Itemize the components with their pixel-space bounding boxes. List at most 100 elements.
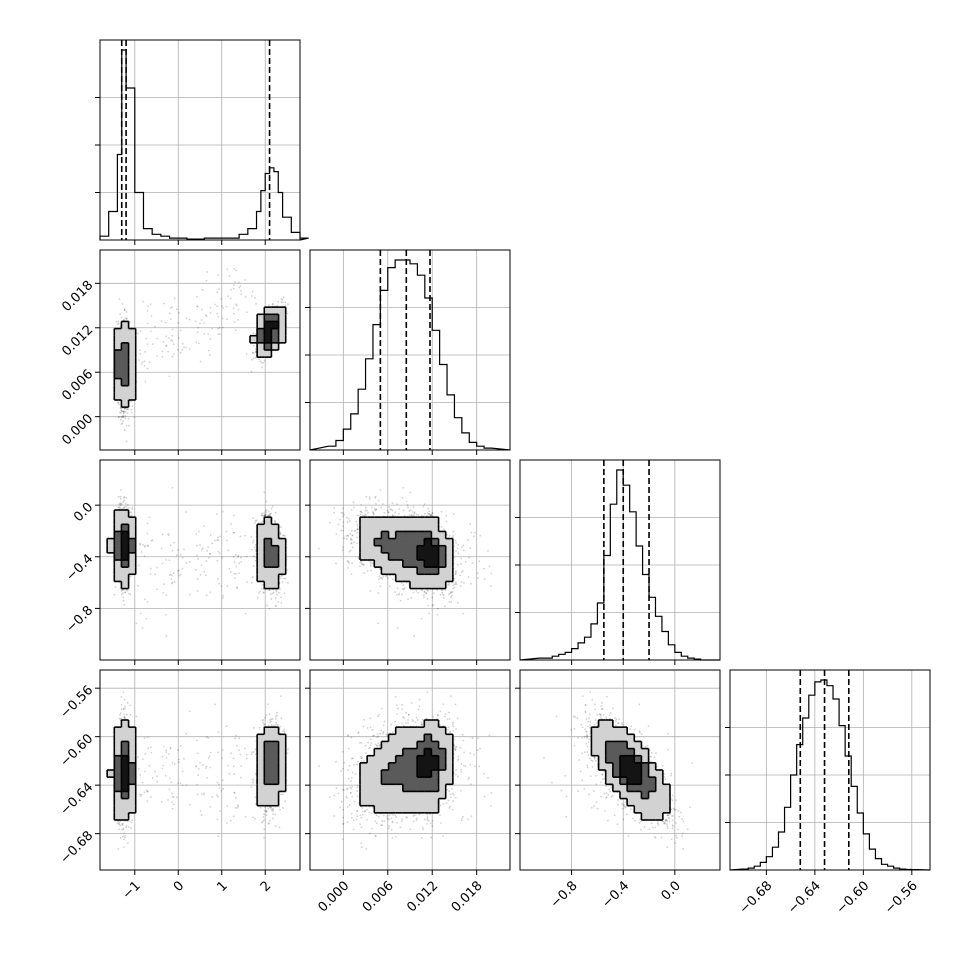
sample-point xyxy=(118,503,121,505)
density-cell xyxy=(114,335,122,344)
sample-point xyxy=(145,337,148,340)
hist-frame-2 xyxy=(309,249,511,451)
density-cell xyxy=(257,328,265,337)
sample-point xyxy=(280,596,282,599)
density-cell xyxy=(271,342,279,351)
density-cell xyxy=(264,321,272,329)
sample-point xyxy=(221,317,224,320)
sample-point xyxy=(131,405,134,408)
sample-point xyxy=(235,303,237,306)
sample-point xyxy=(260,587,263,590)
sample-point xyxy=(263,512,265,514)
sample-point xyxy=(130,400,133,403)
sample-point xyxy=(161,355,164,358)
sample-point xyxy=(130,408,133,411)
sample-point xyxy=(261,366,263,369)
sample-point xyxy=(171,355,174,358)
sample-point xyxy=(279,531,281,534)
density-cell xyxy=(128,378,137,387)
sample-point xyxy=(117,322,120,325)
sample-point xyxy=(120,589,123,592)
sample-point xyxy=(120,415,123,418)
density-cell xyxy=(257,342,265,351)
sample-point xyxy=(165,335,168,338)
sample-point xyxy=(268,589,271,591)
sample-point xyxy=(268,514,271,517)
sample-point xyxy=(162,302,165,305)
sample-point xyxy=(124,411,127,413)
sample-point xyxy=(228,275,231,277)
density-cell xyxy=(114,364,122,372)
density-cell xyxy=(264,328,272,337)
sample-point xyxy=(264,514,266,517)
sample-point xyxy=(254,519,257,522)
sample-point xyxy=(218,288,220,291)
sample-point xyxy=(126,408,128,411)
sample-point xyxy=(277,591,280,594)
sample-point xyxy=(123,407,126,410)
hist-frame-1 xyxy=(99,39,301,241)
sample-point xyxy=(125,440,128,443)
sample-point xyxy=(161,350,164,353)
sample-point xyxy=(276,593,278,596)
sample-point xyxy=(126,408,129,410)
sample-point xyxy=(244,279,246,281)
sample-point xyxy=(265,500,268,503)
sample-point xyxy=(205,279,208,282)
sample-point xyxy=(125,496,128,499)
sample-point xyxy=(217,327,219,330)
sample-point xyxy=(123,407,126,410)
sample-point xyxy=(252,352,254,354)
sample-point xyxy=(120,416,123,419)
sample-point xyxy=(125,318,128,321)
sample-point xyxy=(123,309,126,312)
sample-point xyxy=(123,429,126,431)
sample-point xyxy=(121,303,124,305)
sample-point xyxy=(275,604,277,607)
sample-point xyxy=(255,519,258,522)
sample-point xyxy=(149,330,152,333)
sample-point xyxy=(120,409,123,412)
density-cell xyxy=(121,321,129,329)
density-cell xyxy=(121,400,129,408)
sample-point xyxy=(120,316,123,319)
sample-point xyxy=(140,363,143,366)
sample-point xyxy=(287,303,289,306)
sample-point xyxy=(181,348,184,351)
sample-point xyxy=(271,303,274,306)
sample-point xyxy=(154,325,156,328)
sample-point xyxy=(284,304,287,307)
sample-point xyxy=(209,338,212,340)
sample-point xyxy=(118,411,121,414)
sample-point xyxy=(245,353,248,356)
sample-point xyxy=(130,514,133,516)
sample-point xyxy=(122,411,125,414)
density-cell xyxy=(128,371,137,379)
sample-point xyxy=(203,322,205,324)
sample-point xyxy=(141,361,144,364)
sample-point xyxy=(118,297,121,300)
sample-point xyxy=(168,312,171,315)
hist-frame-3 xyxy=(519,459,721,661)
sample-point xyxy=(282,296,285,299)
sample-point xyxy=(119,406,122,409)
sample-point xyxy=(122,596,125,599)
sample-point xyxy=(207,349,210,352)
sample-point xyxy=(179,351,182,354)
sample-point xyxy=(200,319,203,321)
sample-point xyxy=(252,555,255,558)
density-cell xyxy=(114,392,122,401)
sample-point xyxy=(219,333,222,336)
sample-point xyxy=(230,288,232,291)
sample-point xyxy=(178,312,180,314)
sample-point xyxy=(211,327,214,330)
sample-point xyxy=(129,575,132,578)
sample-point xyxy=(171,339,174,342)
sample-point xyxy=(254,559,257,562)
sample-point xyxy=(165,344,168,347)
sample-point xyxy=(130,411,133,414)
sample-point xyxy=(225,318,228,320)
sample-point xyxy=(199,322,201,325)
sample-point xyxy=(116,323,119,326)
density-cell xyxy=(278,328,287,337)
